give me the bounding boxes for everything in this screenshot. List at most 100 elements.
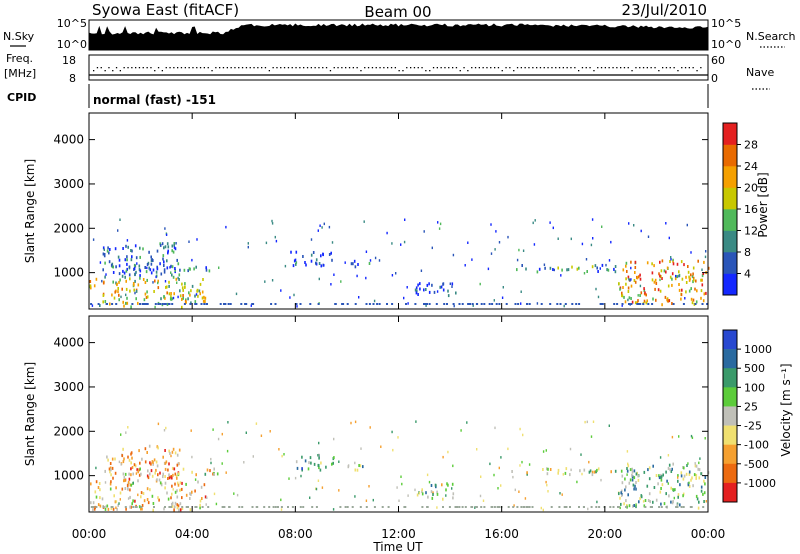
echo-point — [655, 298, 657, 302]
echo-point — [125, 244, 127, 248]
echo-point — [121, 487, 124, 491]
echo-point — [161, 242, 164, 246]
echo-point — [482, 499, 485, 502]
echo-point — [570, 237, 572, 241]
nave-point — [677, 70, 679, 72]
echo-point — [131, 249, 133, 253]
echo-point — [449, 282, 451, 285]
echo-point — [117, 229, 119, 232]
echo-point — [171, 450, 174, 454]
echo-point — [571, 303, 574, 305]
echo-point — [99, 304, 101, 307]
echo-point — [597, 270, 599, 273]
echo-point — [576, 480, 578, 484]
echo-point — [668, 236, 670, 240]
echo-point — [630, 260, 632, 264]
echo-point — [168, 506, 171, 508]
nave-point — [207, 67, 209, 69]
echo-point — [213, 473, 215, 476]
nave-point — [253, 67, 255, 69]
nave-point — [524, 67, 526, 69]
echo-point — [421, 488, 423, 492]
nave-point — [387, 67, 389, 69]
echo-point — [338, 489, 340, 492]
echo-point — [354, 265, 357, 269]
echo-point — [517, 303, 520, 305]
echo-point — [127, 487, 129, 491]
echo-point — [362, 465, 364, 469]
echo-point — [176, 453, 179, 457]
nave-point — [112, 70, 114, 72]
echo-point — [359, 464, 362, 468]
echo-point — [163, 268, 166, 272]
echo-point — [451, 487, 453, 490]
echo-point — [442, 288, 445, 292]
echo-point — [701, 283, 704, 287]
echo-point — [666, 479, 668, 483]
echo-point — [668, 299, 671, 303]
echo-point — [195, 265, 197, 269]
echo-point — [154, 471, 156, 475]
echo-point — [225, 225, 227, 229]
echo-point — [636, 471, 638, 475]
echo-point — [447, 289, 449, 293]
echo-point — [628, 504, 631, 508]
echo-point — [296, 466, 299, 470]
echo-point — [451, 282, 454, 286]
echo-point — [110, 468, 112, 472]
echo-point — [177, 295, 179, 299]
echo-point — [164, 245, 167, 249]
echo-point — [620, 502, 622, 506]
echo-point — [223, 506, 226, 508]
echo-point — [436, 492, 439, 496]
echo-point — [208, 269, 211, 273]
echo-point — [117, 255, 120, 259]
echo-point — [156, 249, 159, 253]
echo-point — [195, 506, 198, 508]
echo-point — [169, 476, 171, 480]
echo-point — [166, 291, 168, 295]
nave-point — [325, 67, 328, 69]
echo-point — [695, 300, 698, 304]
echo-point — [171, 244, 174, 248]
echo-point — [176, 463, 179, 467]
echo-point — [166, 259, 168, 263]
echo-point — [596, 266, 598, 270]
echo-point — [591, 218, 594, 221]
echo-point — [317, 464, 320, 467]
echo-point — [446, 482, 448, 486]
echo-point — [199, 282, 202, 286]
echo-point — [536, 270, 539, 274]
echo-point — [318, 453, 320, 457]
echo-point — [625, 282, 627, 286]
echo-point — [703, 260, 705, 264]
echo-point — [610, 240, 612, 244]
echo-point — [406, 286, 408, 289]
echo-point — [651, 278, 654, 282]
echo-point — [363, 220, 365, 223]
echo-point — [149, 461, 151, 465]
echo-point — [228, 506, 231, 508]
echo-point — [520, 290, 522, 293]
echo-point — [172, 473, 174, 477]
echo-point — [428, 290, 431, 294]
echo-point — [128, 458, 131, 462]
echo-point — [139, 303, 141, 305]
echo-point — [89, 284, 92, 288]
echo-point — [185, 300, 187, 304]
colorbar-swatch — [723, 209, 737, 231]
echo-point — [111, 293, 113, 297]
echo-point — [680, 506, 683, 508]
echo-point — [644, 506, 647, 508]
echo-point — [395, 272, 397, 275]
colorbar-tick-label: 12 — [744, 225, 758, 238]
echo-point — [99, 496, 101, 500]
echo-point — [691, 301, 694, 305]
echo-point — [625, 499, 627, 503]
echo-point — [476, 448, 478, 451]
echo-point — [591, 473, 594, 477]
echo-point — [605, 263, 607, 267]
echo-point — [365, 276, 367, 280]
echo-point — [696, 289, 698, 293]
echo-point — [521, 264, 523, 267]
